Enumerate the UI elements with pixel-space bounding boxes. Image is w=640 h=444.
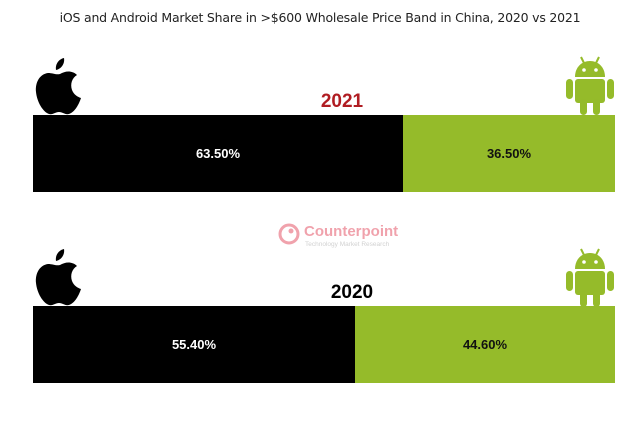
bar-segment-android-2021: 36.50% <box>403 115 615 192</box>
apple-logo-icon <box>35 58 81 115</box>
counterpoint-watermark: Counterpoint Technology Market Research <box>277 222 398 251</box>
stacked-bar-2021: 63.50% 36.50% <box>33 115 615 192</box>
data-label-android-2021: 36.50% <box>486 146 532 161</box>
android-robot-icon <box>566 56 614 115</box>
bar-segment-android-2020: 44.60% <box>355 306 615 383</box>
data-label-ios-2020: 55.40% <box>171 337 217 352</box>
counterpoint-logo-icon <box>278 223 300 245</box>
watermark-name: Counterpoint <box>304 223 399 240</box>
chart-title: iOS and Android Market Share in >$600 Wh… <box>59 10 581 25</box>
apple-logo-icon <box>35 249 81 306</box>
bar-segment-ios-2020: 55.40% <box>33 306 355 383</box>
data-label-ios-2021: 63.50% <box>195 146 241 161</box>
watermark-tagline: Technology Market Research <box>305 241 390 248</box>
year-label-2020: 2020 <box>330 282 374 303</box>
stacked-bar-2020: 55.40% 44.60% <box>33 306 615 383</box>
year-label-2021: 2021 <box>320 91 364 112</box>
android-robot-icon <box>566 248 614 307</box>
bar-segment-ios-2021: 63.50% <box>33 115 403 192</box>
data-label-android-2020: 44.60% <box>462 337 508 352</box>
